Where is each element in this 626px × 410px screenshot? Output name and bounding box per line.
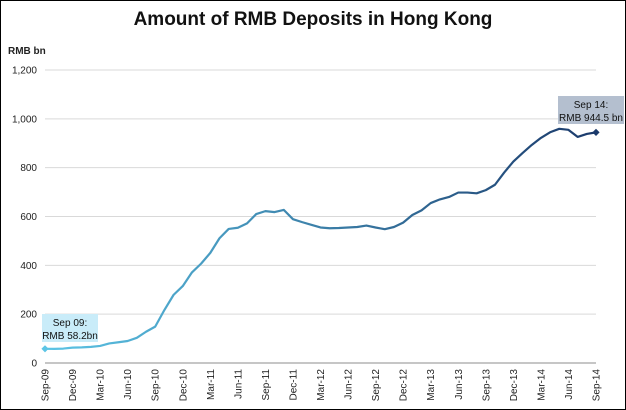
series-markers bbox=[41, 128, 600, 353]
gridlines bbox=[45, 69, 596, 364]
x-tick-label: Sep-13 bbox=[481, 369, 492, 402]
x-tick-label: Sep-10 bbox=[151, 369, 162, 402]
y-tick-label: 0 bbox=[31, 359, 37, 370]
y-tick-label: 1,000 bbox=[12, 114, 37, 125]
x-tick-label: Jun-14 bbox=[564, 369, 575, 400]
x-tick-label: Mar-11 bbox=[206, 369, 217, 400]
x-tick-label: Dec-11 bbox=[288, 369, 299, 401]
callout-start-line1: Sep 09: bbox=[53, 318, 87, 329]
x-tick-label: Mar-13 bbox=[426, 369, 437, 401]
x-tick-label: Mar-12 bbox=[316, 369, 327, 401]
callout-box-end bbox=[558, 96, 624, 124]
x-tick-label: Mar-10 bbox=[96, 369, 107, 401]
y-tick-label: 1,200 bbox=[12, 66, 37, 77]
callout-box-start bbox=[42, 314, 98, 342]
callouts: Sep 09: RMB 58.2bn Sep 14: RMB 944.5 bn bbox=[42, 96, 624, 342]
y-tick-label: 200 bbox=[20, 310, 37, 321]
series-line bbox=[43, 127, 598, 350]
x-tick-label: Dec-13 bbox=[509, 369, 520, 402]
x-tick-label: Jun-10 bbox=[123, 369, 134, 400]
start-point-marker bbox=[41, 345, 49, 353]
y-tick-label: 400 bbox=[20, 261, 37, 272]
callout-end-line2: RMB 944.5 bn bbox=[559, 113, 623, 124]
x-tick-label: Jun-12 bbox=[344, 369, 355, 400]
x-tick-label: Mar-14 bbox=[536, 369, 547, 401]
x-tick-label: Dec-09 bbox=[68, 369, 79, 402]
y-axis-unit-label: RMB bn bbox=[8, 46, 46, 57]
x-tick-label: Sep-12 bbox=[371, 369, 382, 402]
x-tick-label: Sep-09 bbox=[41, 369, 52, 402]
callout-end-line1: Sep 14: bbox=[574, 100, 608, 111]
y-tick-label: 600 bbox=[20, 212, 37, 223]
x-tick-label: Jun-13 bbox=[454, 369, 465, 400]
x-tick-label: Jun-11 bbox=[233, 369, 244, 399]
callout-start-line2: RMB 58.2bn bbox=[42, 331, 98, 342]
x-tick-label: Sep-11 bbox=[261, 369, 272, 401]
chart-title: Amount of RMB Deposits in Hong Kong bbox=[133, 9, 493, 30]
y-tick-label: 800 bbox=[20, 163, 37, 174]
end-point-marker bbox=[592, 128, 600, 136]
y-axis-ticks: 0 200 400 600 800 1,000 1,200 bbox=[12, 66, 37, 370]
x-tick-label: Dec-10 bbox=[178, 369, 189, 402]
x-tick-label: Sep-14 bbox=[592, 369, 603, 402]
x-tick-label: Dec-12 bbox=[399, 369, 410, 402]
x-axis-ticks: Sep-09 Dec-09 Mar-10 Jun-10 Sep-10 Dec-10 Mar-… bbox=[41, 369, 603, 402]
